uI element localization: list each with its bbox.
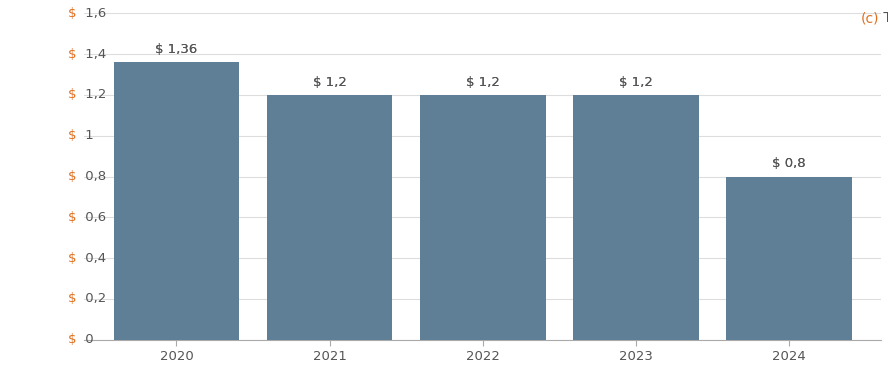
Text: 1,6: 1,6	[81, 7, 106, 20]
Text: $: $	[68, 252, 76, 265]
Text: $ 1,2: $ 1,2	[313, 76, 346, 89]
Text: 0,4: 0,4	[81, 252, 106, 265]
Text: $ 0,8: $ 0,8	[773, 157, 806, 171]
Bar	[573, 95, 699, 340]
Text: $: $	[68, 211, 76, 224]
Text: $ 1,2: $ 1,2	[619, 76, 653, 89]
Text: $ 1,2: $ 1,2	[619, 76, 653, 89]
Text: 1,4: 1,4	[81, 48, 106, 61]
Text: $: $	[68, 333, 76, 346]
Text: $ 1,36: $ 1,36	[155, 43, 197, 56]
Text: $ 1,36: $ 1,36	[155, 43, 197, 56]
Text: 0: 0	[81, 333, 93, 346]
Text: $: $	[68, 129, 76, 142]
Text: 0,2: 0,2	[81, 292, 106, 305]
Bar	[266, 95, 392, 340]
Text: $: $	[68, 48, 76, 61]
Text: $: $	[68, 7, 76, 20]
Text: $ 0,8: $ 0,8	[773, 157, 806, 171]
Text: Trivano.com: Trivano.com	[879, 11, 888, 25]
Text: 1,2: 1,2	[81, 88, 106, 101]
Text: $ 1,2: $ 1,2	[313, 76, 346, 89]
Text: $ 1,2: $ 1,2	[466, 76, 500, 89]
Text: $: $	[68, 170, 76, 183]
Bar	[114, 63, 239, 340]
Text: $: $	[68, 292, 76, 305]
Text: 0,8: 0,8	[81, 170, 106, 183]
Text: (c): (c)	[860, 11, 879, 25]
Text: 1: 1	[81, 129, 93, 142]
Text: $ 1,2: $ 1,2	[466, 76, 500, 89]
Bar	[726, 176, 852, 340]
Text: 0,6: 0,6	[81, 211, 106, 224]
Text: $: $	[68, 88, 76, 101]
Bar	[420, 95, 545, 340]
